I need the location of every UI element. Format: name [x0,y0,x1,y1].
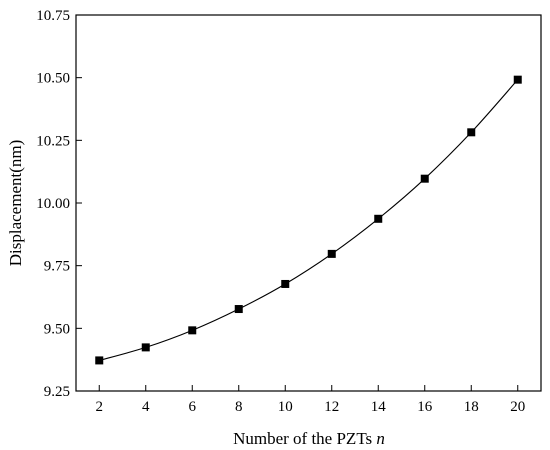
data-point [420,174,429,183]
data-point [188,326,197,335]
data-point [327,249,336,258]
series-line [99,79,519,361]
y-tick-label: 10.25 [36,133,70,149]
x-tick-label: 2 [96,399,104,415]
data-point [513,75,522,84]
y-tick-label: 9.25 [44,384,70,400]
x-axis-label-variable: n [376,429,385,448]
y-tick-label: 10.75 [36,8,70,24]
x-tick-label: 8 [235,399,243,415]
y-axis-label: Displacement(nm) [6,140,25,267]
x-tick-label: 4 [142,399,150,415]
y-tick-label: 9.75 [44,259,70,275]
x-tick-label: 6 [189,399,197,415]
tick-labels: 2 4 6 8 10 12 14 16 18 20 9.25 9.50 9.75 10.00 10.25 10… [36,8,525,415]
y-tick-label: 9.50 [44,321,70,337]
data-point [141,343,150,352]
x-tick-label: 14 [371,399,387,415]
axes [75,14,542,392]
x-tick-label: 16 [417,399,433,415]
data-point [234,305,243,314]
x-tick-label: 18 [464,399,479,415]
data-point [281,279,290,288]
data-series [95,75,522,365]
x-axis-label-text: Number of the PZTs [233,429,372,448]
x-tick-label: 12 [324,399,339,415]
data-point [467,128,476,137]
y-tick-label: 10.00 [36,196,70,212]
plot-frame [75,14,542,392]
x-tick-label: 20 [510,399,525,415]
axis-ticks [76,14,519,392]
x-tick-label: 10 [278,399,293,415]
y-tick-label: 10.50 [36,71,70,87]
data-point [95,356,104,365]
x-axis-label: Number of the PZTs n [233,429,385,448]
data-point [374,214,383,223]
